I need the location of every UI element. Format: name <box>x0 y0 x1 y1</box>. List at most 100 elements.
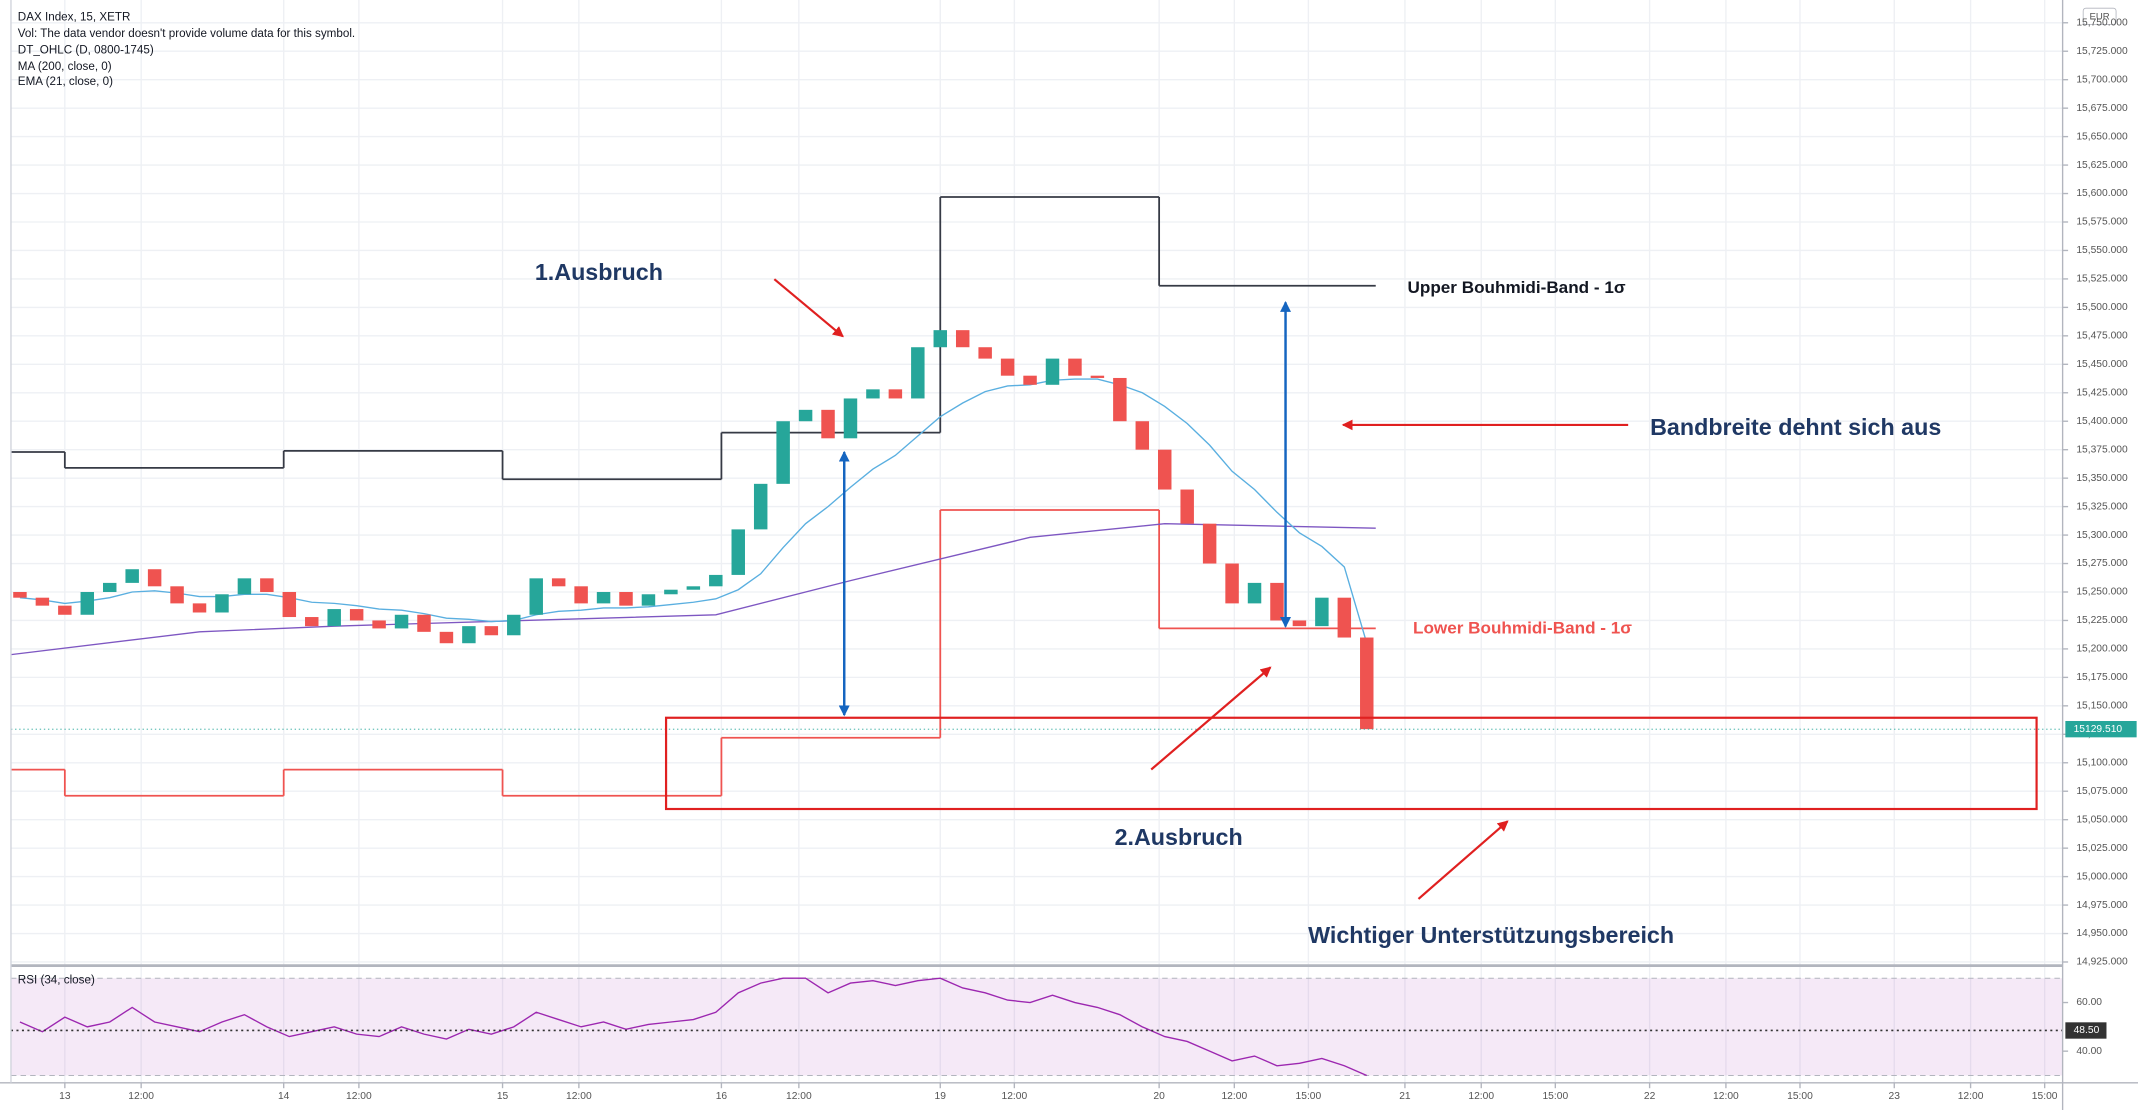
candle-body <box>417 614 431 632</box>
candle-body <box>1292 620 1307 627</box>
candle-body <box>439 631 454 644</box>
x-tick-label: 12:00 <box>1001 1091 1027 1102</box>
x-tick-label: 13 <box>59 1091 71 1102</box>
candle-body <box>1247 582 1262 604</box>
candle-body <box>574 586 588 604</box>
x-tick-label: 21 <box>1399 1091 1411 1102</box>
chart-title: DAX Index, 15, XETR <box>18 11 131 24</box>
candle-body <box>394 614 409 629</box>
candle-body <box>911 347 925 399</box>
candle-body <box>709 574 723 587</box>
y-tick-label: 15,525.000 <box>2076 274 2128 285</box>
indicator-line <box>19 378 1368 644</box>
x-tick-label: 15:00 <box>1296 1091 1322 1102</box>
candle-body <box>1090 375 1105 378</box>
rsi-marker-label: 48.50 <box>2074 1025 2100 1036</box>
x-tick-label: 23 <box>1889 1091 1901 1102</box>
candle-body <box>641 594 656 606</box>
y-tick-label: 15,025.000 <box>2076 843 2128 854</box>
rsi-line <box>19 977 1368 1077</box>
note: Vol: The data vendor doesn't provide vol… <box>18 27 355 40</box>
candle-body <box>13 591 27 598</box>
currency-badge <box>2082 7 2117 25</box>
support-zone <box>664 716 2038 811</box>
y-tick-label: 15,325.000 <box>2076 501 2128 512</box>
arrow <box>1417 820 1509 900</box>
candle-body <box>102 582 117 592</box>
x-tick-label: 12:00 <box>1221 1091 1247 1102</box>
x-tick-label: 12:00 <box>1713 1091 1739 1102</box>
x-tick-label: 15:00 <box>1542 1091 1568 1102</box>
candle-body <box>192 603 207 613</box>
candle-body <box>866 389 880 399</box>
candle-body <box>125 569 139 583</box>
candle-body <box>1225 563 1239 604</box>
candle-body <box>1000 358 1015 376</box>
y-tick-label: 60.00 <box>2076 997 2102 1008</box>
x-tick-label: 15:00 <box>1787 1091 1813 1102</box>
y-tick-label: 15,475.000 <box>2076 331 2128 342</box>
y-tick-label: 15,225.000 <box>2076 615 2128 626</box>
y-tick-label: 15,000.000 <box>2076 871 2128 882</box>
currency: EUR <box>2090 12 2110 23</box>
last-price-tag <box>2065 720 2137 738</box>
y-tick-label: 14,925.000 <box>2076 957 2128 968</box>
candle-body <box>260 578 274 592</box>
candle-body <box>664 589 678 595</box>
y-tick-label: 15,700.000 <box>2076 74 2128 85</box>
x-tick-label: 15:00 <box>2032 1091 2058 1102</box>
legend-entry: MA (200, close, 0) <box>18 60 112 73</box>
candle-body <box>776 421 790 484</box>
y-tick-label: 15,450.000 <box>2076 359 2128 370</box>
x-tick-label: 16 <box>716 1091 728 1102</box>
candle-body <box>978 347 992 359</box>
band-label: Upper Bouhmidi-Band - 1σ <box>1408 278 1626 297</box>
candle-body <box>305 617 319 627</box>
candle-body <box>1337 597 1352 638</box>
annotation: 2.Ausbruch <box>1115 824 1243 850</box>
legend-entry: EMA (21, close, 0) <box>18 75 113 88</box>
y-tick-label: 15,275.000 <box>2076 558 2128 569</box>
candle-body <box>58 605 72 615</box>
annotation: Bandbreite dehnt sich aus <box>1650 414 1941 440</box>
candle-body <box>1360 637 1374 730</box>
x-tick-label: 12:00 <box>128 1091 154 1102</box>
y-tick-label: 15,600.000 <box>2076 188 2128 199</box>
x-tick-label: 12:00 <box>1468 1091 1494 1102</box>
candle-body <box>551 578 566 587</box>
candle-body <box>1023 375 1037 385</box>
y-tick-label: 15,050.000 <box>2076 814 2128 825</box>
candle-body <box>462 626 476 644</box>
candle-body <box>843 398 858 439</box>
y-tick-label: 15,200.000 <box>2076 644 2128 655</box>
candle-body <box>686 586 701 590</box>
arrow <box>773 278 844 338</box>
note: DT_OHLC (D, 0800-1745) <box>18 43 154 56</box>
annotation-shapes <box>664 278 2038 900</box>
y-tick-label: 15,500.000 <box>2076 302 2128 313</box>
x-tick-label: 15 <box>497 1091 509 1102</box>
candle-body <box>1135 421 1150 450</box>
y-tick-label: 15,550.000 <box>2076 245 2128 256</box>
annotation: 1.Ausbruch <box>535 259 663 285</box>
last-price-label: 15129.510 <box>2074 724 2123 735</box>
candle-body <box>1068 358 1082 376</box>
x-tick-label: 12:00 <box>786 1091 812 1102</box>
candle-body <box>237 578 252 595</box>
candle-body <box>1180 489 1194 524</box>
candle-body <box>349 609 364 621</box>
candle-body <box>1270 582 1284 621</box>
y-tick-label: 15,100.000 <box>2076 757 2128 768</box>
x-tick-label: 14 <box>278 1091 290 1102</box>
candle-body <box>484 626 499 636</box>
y-tick-label: 15,625.000 <box>2076 160 2128 171</box>
y-tick-label: 15,725.000 <box>2076 46 2128 57</box>
candle-body <box>1113 377 1127 422</box>
x-tick-label: 19 <box>935 1091 947 1102</box>
candle-body <box>1045 358 1060 385</box>
x-tick-label: 20 <box>1153 1091 1165 1102</box>
candle-body <box>80 591 95 615</box>
x-tick-label: 22 <box>1644 1091 1656 1102</box>
